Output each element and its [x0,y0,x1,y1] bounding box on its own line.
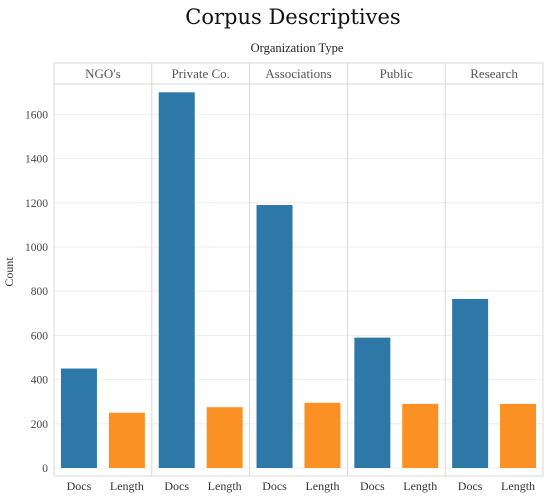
bar-length [108,412,145,468]
y-tick-label: 1600 [25,109,48,121]
y-tick-label: 200 [31,419,49,431]
y-tick-label: 1200 [25,198,48,210]
bar-length [402,403,439,468]
bar-length [500,403,537,468]
category-label: Length [110,479,144,493]
column-header-title: Organization Type [251,41,344,55]
category-label: Length [305,479,339,493]
y-tick-label: 1000 [25,242,48,254]
category-label: Docs [458,479,483,493]
panel-label: Associations [265,66,331,81]
bar-length [304,402,341,468]
panel-label: NGO's [85,66,121,81]
y-axis-label: Count [2,257,16,287]
y-tick-label: 0 [42,463,48,475]
category-label: Length [208,479,242,493]
panel-label: Research [470,66,518,81]
y-tick-label: 400 [31,375,49,387]
bar-docs [158,92,195,469]
bar-docs [452,298,489,468]
category-label: Docs [360,479,385,493]
panels: NGO's Docs Length Private Co. Docs Length Asso… [67,66,535,493]
bar-docs [60,368,97,468]
y-tick-label: 600 [31,330,49,342]
category-label: Docs [67,479,92,493]
category-label: Length [403,479,437,493]
panel-label: Public [380,66,413,81]
bar-length [206,407,243,468]
panel-label: Private Co. [171,66,230,81]
bars [60,92,537,469]
category-label: Length [501,479,535,493]
bar-docs [354,337,391,468]
frame [53,62,544,477]
category-label: Docs [262,479,287,493]
category-label: Docs [164,479,189,493]
y-tick-label: 1400 [25,154,48,166]
y-axis-ticks: 0 200 400 600 800 1000 1200 1400 1600 [25,109,48,475]
chart-title: Corpus Descriptives [185,5,400,29]
y-tick-label: 800 [31,286,49,298]
bar-docs [256,205,293,468]
